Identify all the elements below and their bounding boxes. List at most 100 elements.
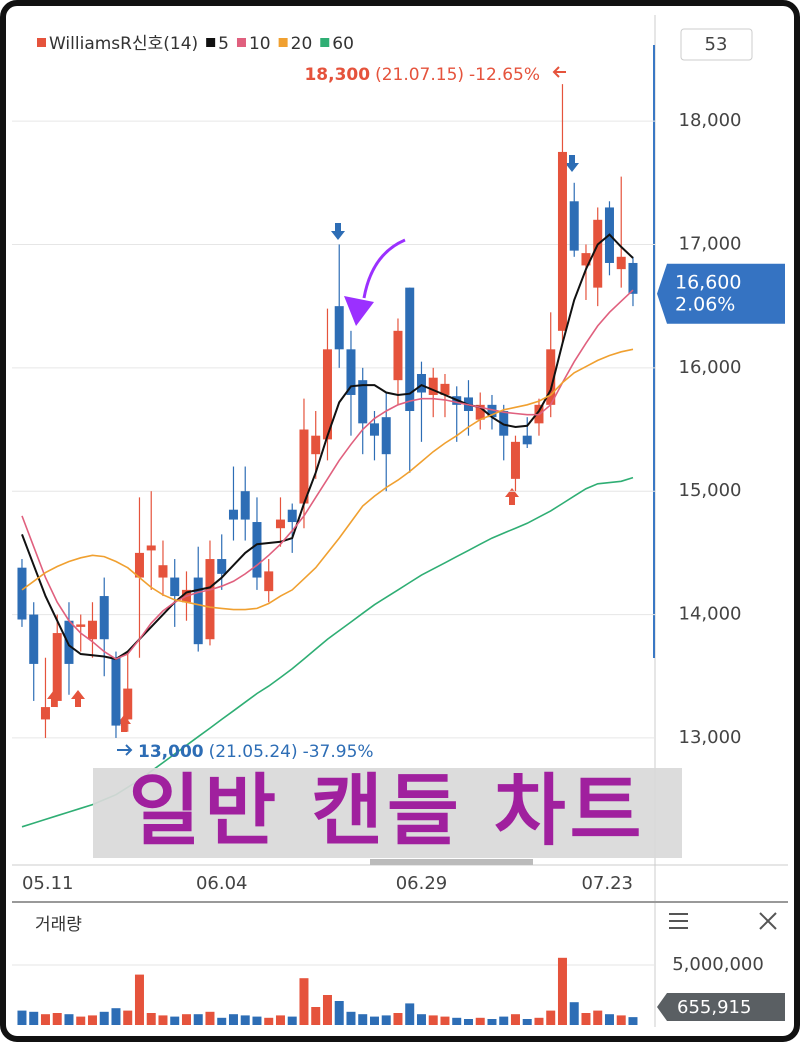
- candle-body: [228, 509, 238, 520]
- volume-bar: [463, 1019, 473, 1025]
- volume-bar: [170, 1016, 180, 1025]
- buy-signal: [505, 488, 519, 505]
- candle-body: [569, 201, 579, 251]
- candle-body: [416, 373, 426, 393]
- candle-body: [287, 509, 297, 523]
- volume-bar: [616, 1015, 626, 1025]
- candle-body: [381, 417, 391, 455]
- candle-body: [252, 522, 262, 578]
- annotation-part: (21.07.15): [375, 65, 464, 85]
- y-tick-label: 15,000: [679, 480, 742, 501]
- y-tick-label: 13,000: [679, 727, 742, 748]
- candle-body: [52, 633, 62, 701]
- candle-body: [40, 707, 50, 720]
- volume-bar: [40, 1014, 50, 1025]
- volume-bar: [228, 1014, 238, 1025]
- volume-bar: [146, 1013, 156, 1025]
- x-tick-label: 06.04: [196, 873, 248, 894]
- min-arrow: [117, 744, 133, 756]
- volume-bar: [87, 1015, 97, 1025]
- volume-bar: [346, 1011, 356, 1025]
- volume-bar: [369, 1016, 379, 1025]
- y-tick-label: 5,000,000: [672, 954, 764, 975]
- scrollbar[interactable]: [370, 859, 533, 865]
- candle-body: [593, 219, 603, 288]
- volume-bar: [546, 1010, 556, 1025]
- volume-bar: [510, 1014, 520, 1025]
- candle-body: [134, 552, 144, 578]
- volume-bar: [111, 1008, 121, 1025]
- legend-label: 60: [332, 34, 354, 54]
- volume-bar: [134, 974, 144, 1025]
- candle-body: [499, 411, 509, 436]
- volume-bar: [334, 1001, 344, 1025]
- candle-body: [581, 253, 591, 266]
- candle-body: [475, 404, 485, 420]
- volume-bar: [569, 1002, 579, 1025]
- volume-bar: [181, 1014, 191, 1025]
- volume-bar: [428, 1015, 438, 1025]
- legend-label: 20: [291, 34, 313, 54]
- volume-bar: [487, 1019, 497, 1025]
- volume-bar: [522, 1019, 532, 1025]
- candle-body: [393, 330, 403, 381]
- close-icon[interactable]: [759, 912, 777, 930]
- volume-bar: [299, 978, 309, 1025]
- volume-bar: [416, 1014, 426, 1025]
- annotation: 18,300 (21.07.15) -12.65%: [304, 65, 540, 85]
- sell-signal: [565, 155, 579, 172]
- annotation-part: -12.65%: [469, 65, 540, 85]
- legend-swatch: [37, 38, 46, 47]
- candle-body: [346, 349, 356, 395]
- moving-average-line: [21, 289, 634, 660]
- overlay-box: [93, 768, 682, 858]
- candle-body: [628, 262, 638, 294]
- candle-body: [217, 559, 227, 574]
- menu-icon[interactable]: [669, 913, 688, 929]
- volume-bar: [581, 1013, 591, 1025]
- hand-arrow-head: [344, 296, 374, 326]
- last-volume: 655,915: [677, 997, 751, 1018]
- volume-title: 거래량: [35, 915, 82, 935]
- volume-bar: [29, 1011, 39, 1025]
- volume-bar: [381, 1015, 391, 1025]
- last-price: 16,600: [675, 271, 741, 293]
- candle-body: [99, 596, 109, 640]
- period-box-text: 53: [705, 34, 728, 55]
- candle-body: [193, 577, 203, 645]
- x-tick-label: 07.23: [581, 873, 633, 894]
- candle-body: [616, 256, 626, 270]
- annotation-part: 13,000: [138, 742, 204, 762]
- volume-bar: [205, 1011, 215, 1025]
- candle-body: [158, 565, 168, 578]
- candle-body: [76, 624, 86, 627]
- sell-signal: [331, 223, 345, 240]
- legend-swatch: [320, 38, 330, 47]
- volume-bar: [17, 1010, 27, 1025]
- annotation: 13,000 (21.05.24) -37.95%: [138, 742, 374, 762]
- candle-body: [510, 441, 520, 479]
- period-box[interactable]: [680, 28, 753, 61]
- legend-swatch: [278, 38, 288, 47]
- candle-body: [546, 349, 556, 405]
- volume-bar: [193, 1014, 203, 1025]
- volume-bar: [311, 1007, 321, 1025]
- candle-body: [146, 545, 156, 551]
- max-arrow: [552, 66, 566, 78]
- legend-swatch: [206, 38, 216, 47]
- legend-swatch: [236, 38, 246, 47]
- y-tick-label: 18,000: [679, 110, 742, 131]
- hand-arrow: [362, 238, 406, 299]
- candle-body: [440, 383, 450, 395]
- volume-bar: [393, 1013, 403, 1025]
- volume-bar: [217, 1017, 227, 1025]
- volume-bar: [534, 1017, 544, 1025]
- candle-body: [358, 380, 368, 424]
- candle-body: [17, 567, 27, 620]
- buy-signal: [71, 690, 85, 707]
- volume-bar: [358, 1014, 368, 1025]
- y-tick-label: 14,000: [679, 604, 742, 625]
- candle-body: [29, 614, 39, 664]
- candle-body: [334, 306, 344, 350]
